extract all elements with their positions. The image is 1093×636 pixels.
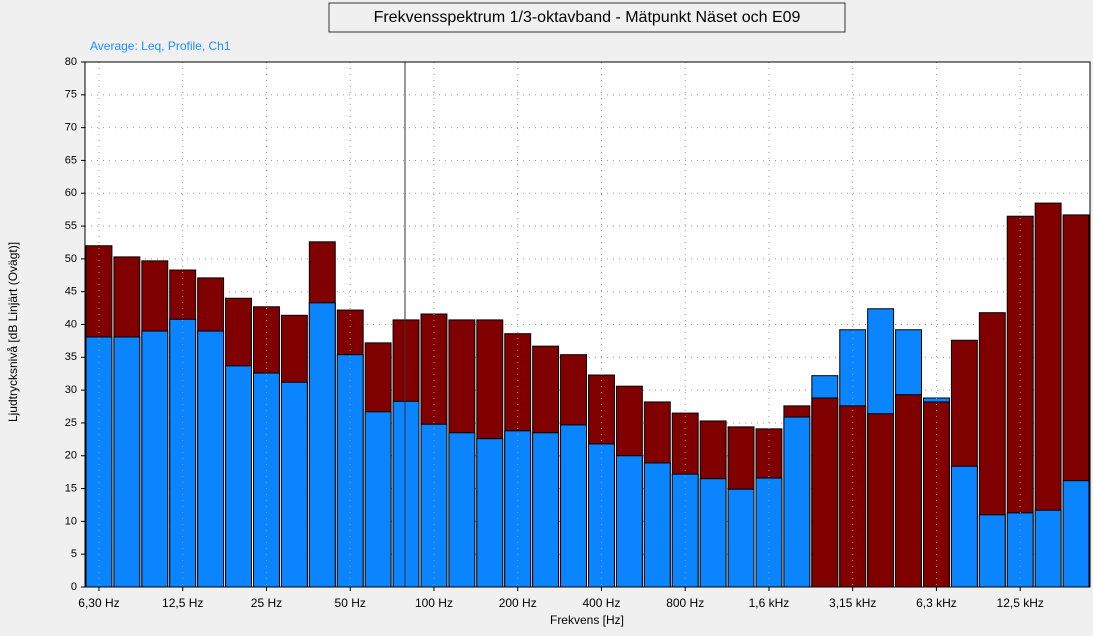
y-tick-label: 40 [65, 318, 77, 330]
bar [448, 432, 476, 588]
y-tick-label: 70 [65, 122, 77, 134]
bar [588, 443, 615, 588]
y-tick-label: 60 [65, 187, 77, 199]
y-tick-label: 10 [65, 515, 77, 527]
bar [867, 413, 895, 588]
x-tick-label: 6,3 kHz [916, 596, 957, 610]
bar [85, 336, 113, 588]
bar [532, 432, 560, 588]
bar [950, 465, 978, 588]
x-tick-label: 12,5 kHz [997, 596, 1044, 610]
y-tick-label: 50 [65, 253, 77, 265]
plot-area [85, 62, 1090, 587]
x-tick-label: 1,6 kHz [749, 596, 790, 610]
y-tick-label: 25 [65, 417, 77, 429]
bar [1034, 509, 1062, 588]
bar [1062, 480, 1090, 588]
bar [197, 330, 225, 588]
bar [978, 514, 1006, 588]
y-tick-label: 20 [65, 450, 77, 462]
bar [839, 405, 867, 588]
x-tick-label: 800 Hz [666, 596, 704, 610]
x-tick-label: 50 Hz [335, 596, 366, 610]
x-tick-label: 200 Hz [499, 596, 537, 610]
bar [615, 455, 643, 588]
bar [895, 394, 922, 588]
x-tick-label: 6,30 Hz [78, 596, 119, 610]
y-tick-label: 75 [65, 89, 77, 101]
bar [392, 400, 420, 588]
y-tick-label: 80 [65, 56, 77, 68]
bar [783, 416, 811, 588]
bar [364, 411, 392, 588]
y-tick-label: 15 [65, 482, 77, 494]
x-tick-label: 3,15 kHz [829, 596, 876, 610]
x-axis-label: Frekvens [Hz] [550, 613, 624, 627]
title-box [328, 2, 846, 33]
bar [727, 488, 755, 588]
chart-title: Frekvensspektrum 1/3-oktavband - Mätpunk… [374, 9, 801, 26]
y-tick-label: 65 [65, 154, 77, 166]
bar [560, 424, 587, 588]
x-tick-label: 400 Hz [582, 596, 620, 610]
bar [308, 302, 336, 588]
y-tick-label: 5 [71, 548, 77, 560]
bar [113, 336, 141, 588]
y-tick-label: 45 [65, 286, 77, 298]
bar [643, 462, 671, 588]
bar [504, 430, 532, 588]
plot-border [84, 61, 1091, 588]
bar [141, 330, 169, 588]
y-tick-label: 55 [65, 220, 77, 232]
bar [476, 438, 504, 588]
y-tick-label: 0 [71, 581, 77, 593]
y-tick-label: 30 [65, 384, 77, 396]
bar [420, 423, 448, 588]
y-axis-label: Ljudtrycksnivå [dB Linjärt (Ovägt)] [6, 242, 20, 422]
y-tick-label: 35 [65, 351, 77, 363]
x-tick-label: 12,5 Hz [162, 596, 203, 610]
chart-subtitle: Average: Leq, Profile, Ch1 [90, 39, 231, 53]
bar [169, 318, 197, 588]
x-tick-label: 25 Hz [251, 596, 282, 610]
bar [280, 381, 308, 588]
bar [699, 478, 727, 588]
bar [225, 365, 252, 588]
bar [811, 397, 839, 588]
bar [1006, 512, 1034, 588]
x-tick-label: 100 Hz [415, 596, 453, 610]
